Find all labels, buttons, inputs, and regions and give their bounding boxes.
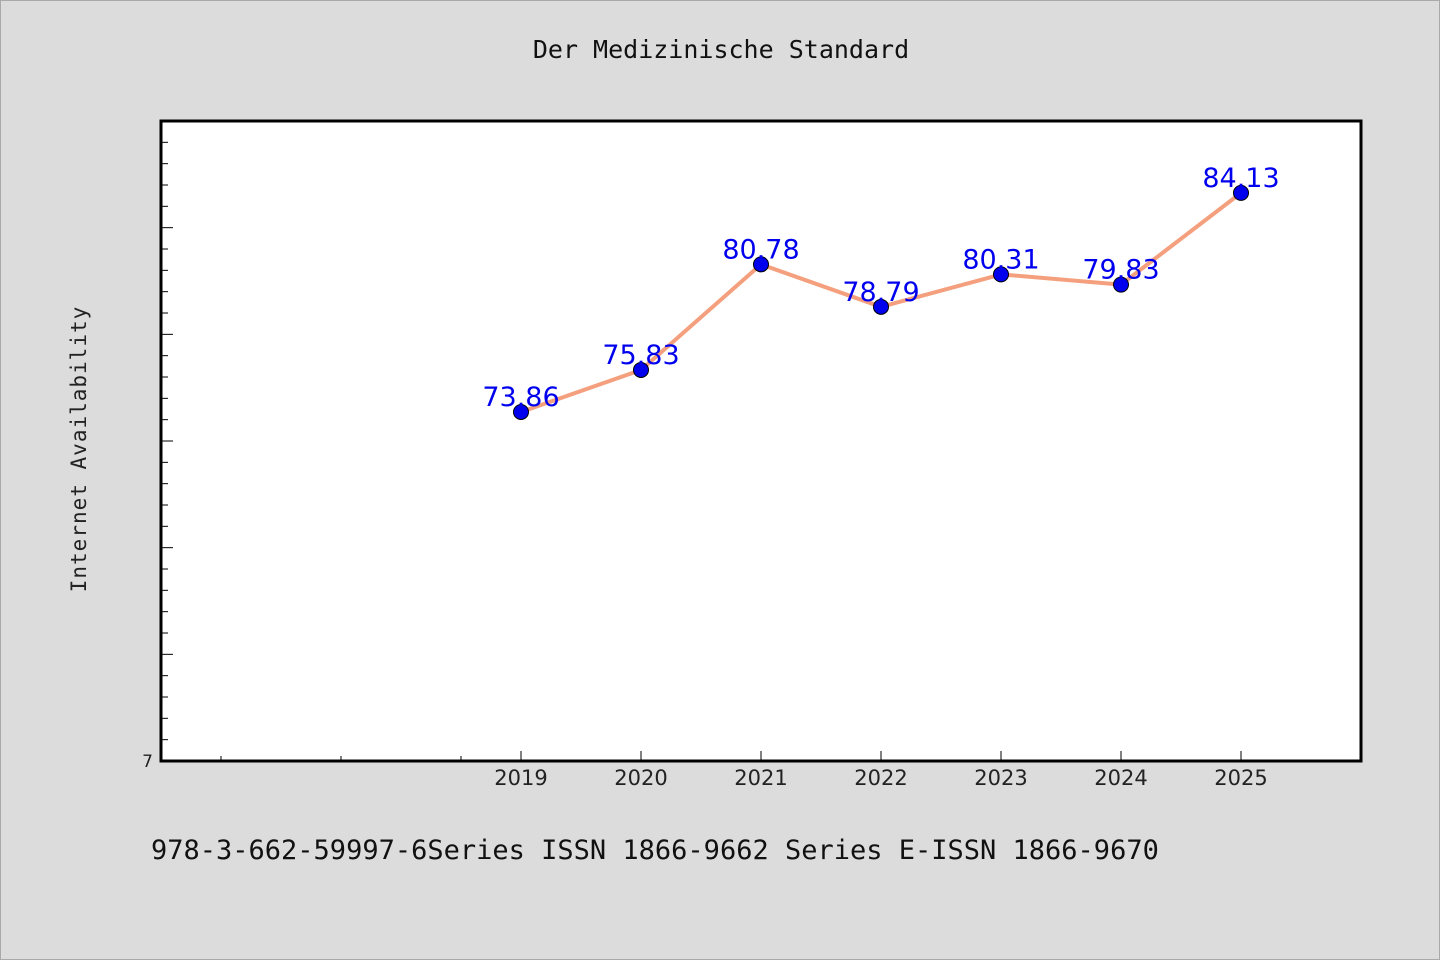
data-label: 73.86 xyxy=(482,382,559,413)
x-axis-ticks: 2019 2020 2021 2022 2023 2024 2025 xyxy=(220,751,1268,790)
x-tick-label: 2024 xyxy=(1094,766,1147,790)
data-point xyxy=(873,298,889,315)
x-tick-label: 2023 xyxy=(974,766,1027,790)
chart-title: Der Medizinische Standard xyxy=(532,35,910,64)
data-label: 80.31 xyxy=(962,244,1039,275)
data-label: 75.83 xyxy=(602,340,679,371)
x-tick-label: 2021 xyxy=(734,766,787,790)
y-axis-ticks: 7 xyxy=(142,120,173,772)
data-point xyxy=(633,361,649,378)
data-point xyxy=(993,266,1009,283)
points-group xyxy=(513,184,1249,420)
plot-area xyxy=(159,119,1363,763)
data-label: 80.78 xyxy=(722,234,799,265)
data-label: 84.13 xyxy=(1202,163,1279,194)
data-point xyxy=(513,403,529,420)
footer-text: 978-3-662-59997-6Series ISSN 1866-9662 S… xyxy=(151,835,1159,866)
y-tick-label: 7 xyxy=(142,752,153,772)
x-tick-label: 2022 xyxy=(854,766,907,790)
data-point xyxy=(1233,184,1249,201)
data-point xyxy=(753,256,769,273)
x-tick-label: 2020 xyxy=(614,766,667,790)
x-tick-label: 2019 xyxy=(494,766,547,790)
x-tick-label: 2025 xyxy=(1214,766,1267,790)
data-labels-group: 73.86 75.83 80.78 78.79 80.31 79.83 84.13 xyxy=(482,163,1279,413)
data-point xyxy=(1113,276,1129,293)
data-label: 78.79 xyxy=(842,277,919,308)
data-label: 79.83 xyxy=(1082,255,1159,286)
